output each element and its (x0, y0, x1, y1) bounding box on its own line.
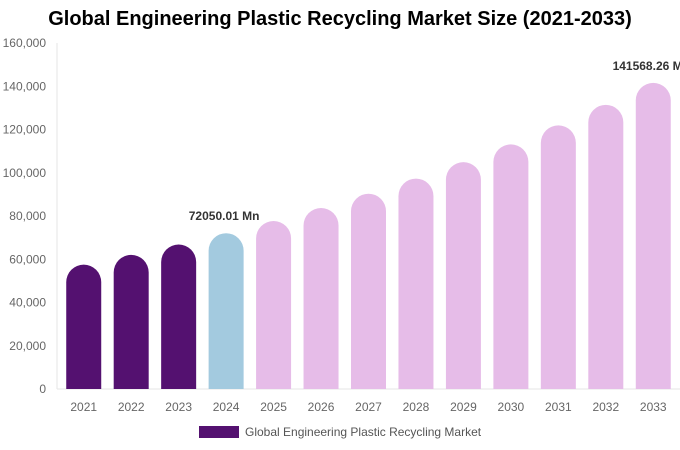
x-tick-label: 2021 (70, 400, 97, 414)
y-tick-label: 0 (39, 382, 46, 396)
y-tick-label: 100,000 (3, 166, 47, 180)
x-tick-label: 2028 (403, 400, 430, 414)
y-tick-label: 20,000 (9, 339, 46, 353)
x-tick-label: 2029 (450, 400, 477, 414)
y-tick-label: 80,000 (9, 209, 46, 223)
bar-2029 (445, 162, 481, 389)
bar-2021 (66, 264, 102, 389)
chart-title: Global Engineering Plastic Recycling Mar… (48, 8, 632, 30)
x-tick-label: 2032 (592, 400, 619, 414)
x-tick-label: 2023 (165, 400, 192, 414)
bar-2025 (256, 220, 292, 389)
legend-label: Global Engineering Plastic Recycling Mar… (245, 425, 482, 439)
bar-2030 (493, 144, 529, 389)
y-tick-label: 140,000 (3, 79, 47, 93)
bar-2031 (540, 125, 576, 390)
legend: Global Engineering Plastic Recycling Mar… (199, 425, 481, 439)
legend-swatch (199, 426, 239, 438)
x-tick-label: 2022 (118, 400, 145, 414)
x-tick-label: 2025 (260, 400, 287, 414)
x-tick-label: 2027 (355, 400, 382, 414)
bar-2026 (303, 207, 339, 389)
x-tick-label: 2026 (308, 400, 335, 414)
x-tick-label: 2031 (545, 400, 572, 414)
y-tick-label: 160,000 (3, 36, 47, 50)
bar-2024 (208, 233, 244, 389)
bar-2033 (635, 82, 671, 389)
x-tick-label: 2024 (213, 400, 240, 414)
bar-2022 (113, 254, 149, 389)
bar-2023 (161, 244, 197, 389)
bar-2028 (398, 178, 434, 389)
y-tick-label: 40,000 (9, 296, 46, 310)
bar-2027 (351, 193, 386, 389)
x-tick-label: 2030 (498, 400, 525, 414)
data-label: 141568.26 Mn (613, 59, 680, 73)
y-tick-label: 60,000 (9, 252, 46, 266)
y-tick-label: 120,000 (3, 123, 47, 137)
x-tick-label: 2033 (640, 400, 667, 414)
bar-2032 (588, 104, 624, 389)
data-label: 72050.01 Mn (189, 209, 260, 223)
